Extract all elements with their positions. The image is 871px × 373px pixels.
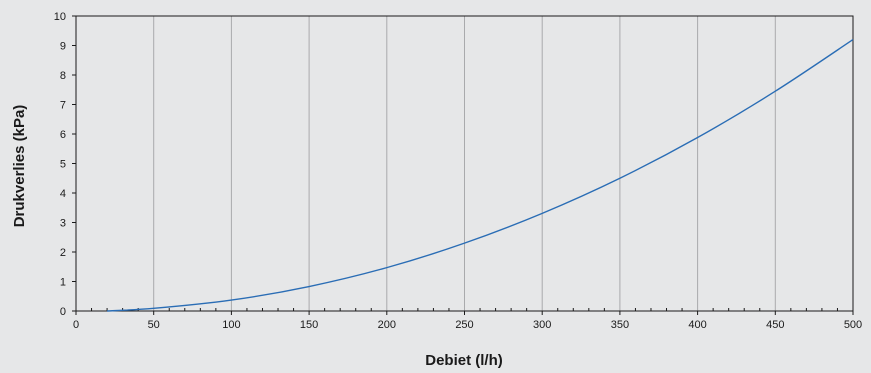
y-tick-label-0: 0 xyxy=(60,306,66,318)
x-tick-label-50: 50 xyxy=(148,319,160,331)
series-line-0 xyxy=(107,39,854,312)
y-tick-label-9: 9 xyxy=(60,41,66,53)
x-tick-label-350: 350 xyxy=(611,319,629,331)
x-tick-label-100: 100 xyxy=(222,319,240,331)
y-tick-label-5: 5 xyxy=(60,159,66,171)
y-tick-label-3: 3 xyxy=(60,218,66,230)
x-axis-tick-labels: 0 50 100 150 200 250 300 350 400 450 500 xyxy=(73,319,862,331)
y-tick-label-4: 4 xyxy=(60,188,66,200)
y-tick-label-8: 8 xyxy=(60,70,66,82)
y-tick-label-1: 1 xyxy=(60,277,66,289)
x-tick-label-150: 150 xyxy=(300,319,318,331)
x-axis-title: Debiet (l/h) xyxy=(425,352,503,369)
x-tick-label-500: 500 xyxy=(844,319,862,331)
x-tick-label-250: 250 xyxy=(455,319,473,331)
x-tick-label-300: 300 xyxy=(533,319,551,331)
y-axis-tick-labels: 0 1 2 3 4 5 6 7 8 9 10 xyxy=(54,11,66,318)
x-tick-label-450: 450 xyxy=(766,319,784,331)
axes xyxy=(72,15,854,315)
grid-lines xyxy=(153,16,776,311)
y-tick-label-7: 7 xyxy=(60,100,66,112)
x-tick-label-200: 200 xyxy=(378,319,396,331)
y-tick-label-2: 2 xyxy=(60,247,66,259)
x-tick-label-400: 400 xyxy=(688,319,706,331)
x-tick-label-0: 0 xyxy=(73,319,79,331)
y-tick-label-6: 6 xyxy=(60,129,66,141)
y-tick-label-10: 10 xyxy=(54,11,66,23)
y-axis-title: Drukverlies (kPa) xyxy=(11,105,28,228)
series-layer xyxy=(107,39,854,312)
